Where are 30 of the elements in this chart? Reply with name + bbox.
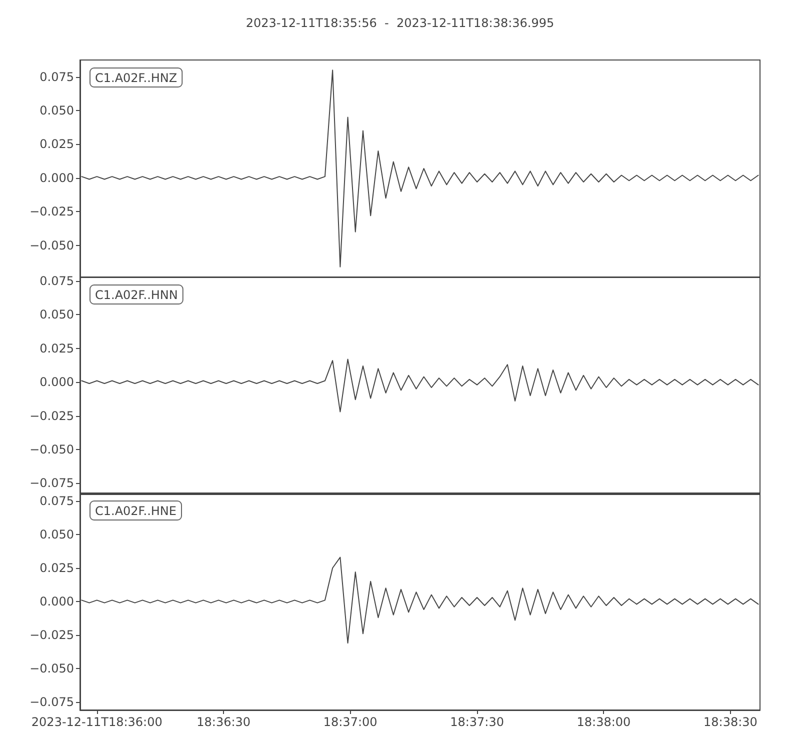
y-tick-label: 0.000 xyxy=(40,374,74,389)
y-tick-label: −0.025 xyxy=(30,628,74,642)
y-tick-label: 0.075 xyxy=(40,70,74,84)
y-tick-label: 0.075 xyxy=(40,274,74,288)
y-tick-label: 0.050 xyxy=(40,528,74,542)
y-tick-label: −0.050 xyxy=(30,662,74,676)
y-tick-label: 0.025 xyxy=(40,137,74,152)
x-tick-label: 18:38:30 xyxy=(704,715,758,730)
y-tick-label: −0.050 xyxy=(30,442,74,456)
y-tick-label: 0.025 xyxy=(40,561,74,576)
x-tick-label: 2023-12-11T18:36:00 xyxy=(31,715,162,730)
y-tick-label: −0.075 xyxy=(30,695,74,710)
text: C1.A02F..HNE xyxy=(95,504,176,518)
text: C1.A02F..HNN xyxy=(95,288,178,302)
chart-title: 2023-12-11T18:35:56 - 2023-12-11T18:38:36.995 xyxy=(246,16,554,30)
y-tick-label: −0.050 xyxy=(30,238,74,252)
text: C1.A02F..HNZ xyxy=(95,71,178,85)
y-tick-label: −0.025 xyxy=(30,408,74,422)
y-tick-label: 0.050 xyxy=(40,104,74,118)
y-tick-label: 0.050 xyxy=(40,307,74,322)
y-tick-label: 0.000 xyxy=(40,170,74,185)
y-tick-label: −0.025 xyxy=(30,204,74,219)
y-tick-label: −0.075 xyxy=(30,476,74,490)
x-tick-label: 18:36:30 xyxy=(196,715,251,730)
y-tick-label: 0.025 xyxy=(40,341,74,356)
x-tick-label: 18:37:30 xyxy=(450,715,504,730)
x-tick-label: 18:37:00 xyxy=(323,715,378,730)
y-tick-label: 0.075 xyxy=(40,494,74,508)
x-tick-label: 18:38:00 xyxy=(576,715,631,730)
y-tick-label: 0.000 xyxy=(40,594,74,609)
